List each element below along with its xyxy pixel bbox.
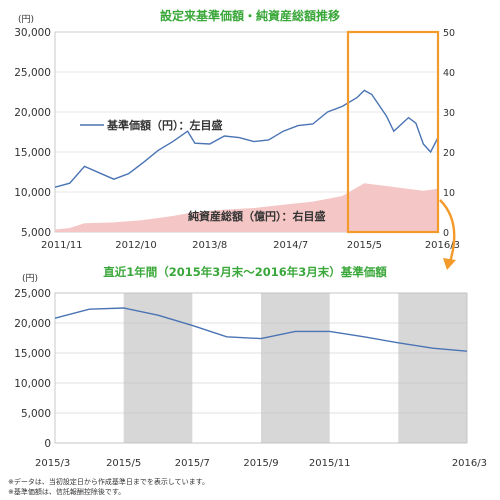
chart2-x-axis-labels: 2015/3 2015/5 2015/7 2015/9 2015/11 2016/3 bbox=[35, 458, 487, 469]
chart1-left-tick-label: 10,000 bbox=[14, 187, 51, 199]
chart1-right-tick-label: 40 bbox=[443, 68, 455, 79]
chart1-left-tick-label: 20,000 bbox=[14, 107, 51, 119]
chart1-left-tick-label: 15,000 bbox=[14, 147, 51, 159]
chart1-x-tick-label: 2011/11 bbox=[41, 240, 83, 251]
chart1-x-tick-label: 2013/8 bbox=[192, 240, 227, 251]
chart-recent-one-year: 直近1年間（2015年3月末～2016年3月末）基準価額 (円) 0 5,000 1… bbox=[14, 265, 487, 469]
chart-since-inception: 設定来基準価額・純資産総額推移 (円) 5,000 10,000 15,000 20,… bbox=[14, 8, 460, 251]
chart1-y-unit: (円) bbox=[18, 14, 34, 25]
chart1-x-axis-labels: 2011/11 2012/10 2013/8 2014/7 2015/5 2016/3 bbox=[41, 240, 460, 251]
chart1-left-tick-label: 25,000 bbox=[14, 67, 51, 79]
chart2-x-tick-label: 2015/9 bbox=[243, 458, 278, 469]
chart2-title: 直近1年間（2015年3月末～2016年3月末）基準価額 bbox=[103, 265, 387, 279]
chart2-shaded-band bbox=[398, 293, 467, 443]
chart1-right-tick-label: 10 bbox=[443, 188, 455, 199]
chart2-y-tick-label: 0 bbox=[44, 438, 51, 450]
chart2-y-unit: (円) bbox=[22, 273, 38, 284]
chart1-right-tick-label: 50 bbox=[443, 28, 455, 39]
chart2-y-tick-label: 10,000 bbox=[14, 378, 51, 390]
chart1-title: 設定来基準価額・純資産総額推移 bbox=[160, 8, 340, 23]
chart1-x-tick-label: 2012/10 bbox=[115, 240, 157, 251]
chart2-shaded-periods bbox=[123, 293, 467, 443]
chart1-right-tick-label: 20 bbox=[443, 148, 455, 159]
nav-price-line bbox=[54, 89, 439, 188]
net-assets-legend-label: 純資産総額（億円）：右目盛 bbox=[188, 209, 326, 223]
chart2-x-tick-label: 2015/11 bbox=[309, 458, 351, 469]
chart2-x-tick-label: 2016/3 bbox=[452, 458, 487, 469]
chart1-left-tick-label: 30,000 bbox=[14, 27, 51, 39]
chart2-y-tick-label: 20,000 bbox=[14, 318, 51, 330]
chart1-right-axis-labels: 0 10 20 30 40 50 bbox=[443, 28, 455, 239]
net-assets-area bbox=[55, 183, 438, 232]
chart2-y-axis-labels: 0 5,000 10,000 15,000 20,000 25,000 bbox=[14, 288, 51, 450]
nav-price-line-recent bbox=[54, 307, 468, 352]
chart2-y-tick-label: 5,000 bbox=[21, 408, 51, 420]
nav-legend-label: 基準価額（円）：左目盛 bbox=[106, 118, 223, 132]
chart2-x-tick-label: 2015/3 bbox=[35, 458, 70, 469]
chart2-plot-area bbox=[54, 292, 468, 444]
chart1-right-tick-label: 30 bbox=[443, 108, 455, 119]
chart2-y-tick-label: 25,000 bbox=[14, 288, 51, 300]
chart2-shaded-band bbox=[123, 293, 193, 443]
footnote-fee-note: ※基準価額は、信託報酬控除後です。 bbox=[8, 487, 125, 496]
chart2-y-tick-label: 15,000 bbox=[14, 348, 51, 360]
chart1-left-tick-label: 5,000 bbox=[21, 227, 51, 239]
chart1-right-tick-label: 0 bbox=[443, 228, 449, 239]
curved-arrow-icon bbox=[439, 199, 456, 263]
chart2-x-tick-label: 2015/7 bbox=[175, 458, 210, 469]
footnote-data-range: ※データは、当初設定日から作成基準日までを表示しています。 bbox=[8, 477, 209, 486]
chart1-x-tick-label: 2014/7 bbox=[273, 240, 308, 251]
recent-year-highlight-box bbox=[346, 30, 440, 234]
chart1-x-tick-label: 2016/3 bbox=[425, 240, 460, 251]
chart1-left-axis-labels: 5,000 10,000 15,000 20,000 25,000 30,000 bbox=[14, 27, 51, 239]
chart2-x-tick-label: 2015/5 bbox=[106, 458, 141, 469]
arrow-head bbox=[443, 258, 456, 270]
chart1-x-tick-label: 2015/5 bbox=[347, 240, 382, 251]
chart2-shaded-band bbox=[261, 293, 330, 443]
